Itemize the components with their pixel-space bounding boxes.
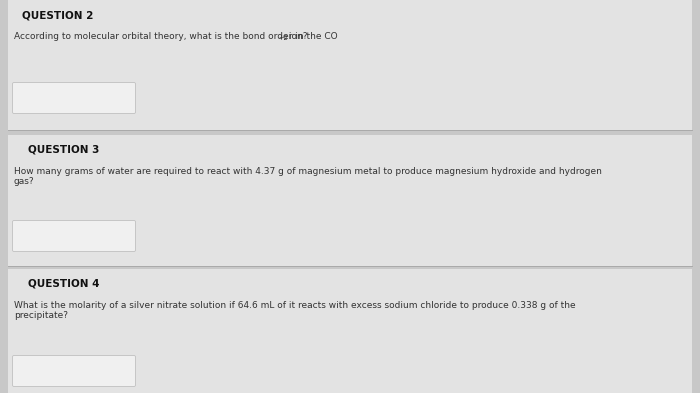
Text: QUESTION 3: QUESTION 3	[28, 145, 99, 155]
FancyBboxPatch shape	[13, 83, 136, 114]
Text: QUESTION 2: QUESTION 2	[22, 10, 93, 20]
FancyBboxPatch shape	[13, 220, 136, 252]
Text: gas?: gas?	[14, 177, 34, 186]
Text: QUESTION 4: QUESTION 4	[28, 279, 99, 289]
Bar	[8, 0, 692, 130]
Text: According to molecular orbital theory, what is the bond order in the CO: According to molecular orbital theory, w…	[14, 32, 337, 41]
FancyBboxPatch shape	[13, 356, 136, 386]
Bar	[8, 269, 692, 393]
Text: ion?: ion?	[286, 32, 307, 41]
Text: precipitate?: precipitate?	[14, 311, 68, 320]
Bar	[8, 135, 692, 266]
Text: +2: +2	[278, 35, 288, 41]
Text: How many grams of water are required to react with 4.37 g of magnesium metal to : How many grams of water are required to …	[14, 167, 602, 176]
Text: What is the molarity of a silver nitrate solution if 64.6 mL of it reacts with e: What is the molarity of a silver nitrate…	[14, 301, 575, 310]
